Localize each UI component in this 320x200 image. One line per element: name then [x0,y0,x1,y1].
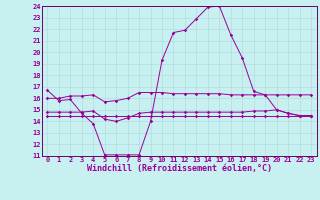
X-axis label: Windchill (Refroidissement éolien,°C): Windchill (Refroidissement éolien,°C) [87,164,272,173]
